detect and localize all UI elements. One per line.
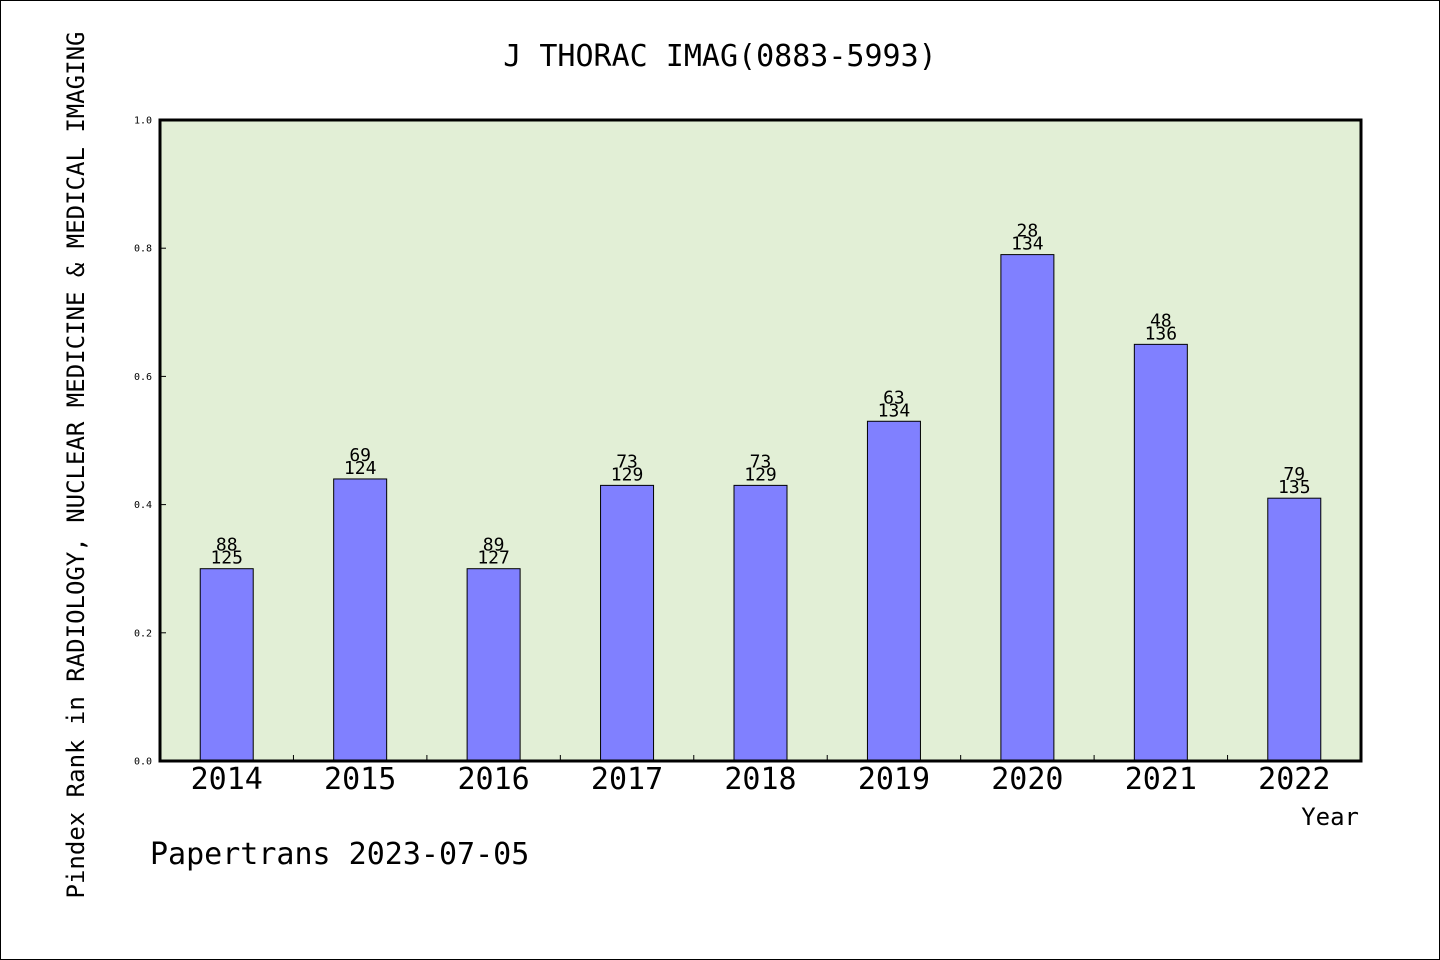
x-tick-label: 2018 (724, 762, 796, 797)
x-tick-label: 2021 (1125, 762, 1197, 797)
y-tick-label: 0.2 (134, 628, 152, 639)
y-tick-label: 0.0 (134, 757, 152, 768)
bars-group: 8812569124891277312973129631342813448136… (199, 221, 1322, 762)
bar-total-label: 136 (1145, 323, 1178, 344)
bar-total-label: 129 (744, 464, 777, 485)
y-tick-label: 0.6 (134, 372, 152, 383)
bar-rank-label: 79 (1283, 464, 1305, 485)
x-axis-label: Year (1301, 803, 1359, 831)
bar-total-label: 134 (878, 400, 911, 421)
footer-text: Papertrans 2023-07-05 (150, 837, 529, 872)
chart-title: J THORAC IMAG(0883-5993) (503, 39, 936, 74)
y-tick-label: 0.4 (134, 500, 152, 511)
bar-rank-label: 88 (216, 535, 238, 556)
bar-2017 (600, 484, 655, 762)
plot-frame (158, 118, 1363, 763)
bar-2015 (333, 478, 388, 762)
x-tick-label: 2015 (324, 762, 396, 797)
bar-rank-label: 63 (883, 387, 905, 408)
y-tick-label: 1.0 (134, 116, 152, 127)
bar-rank-label: 73 (616, 451, 638, 472)
bar-2021 (1133, 343, 1188, 762)
bar-total-label: 135 (1278, 477, 1311, 498)
bar-rank-label: 28 (1017, 221, 1039, 242)
bar-rank-label: 69 (349, 445, 371, 466)
bar-rank-label: 89 (483, 535, 505, 556)
bar-rank-label: 48 (1150, 310, 1172, 331)
bar-2019 (866, 420, 921, 762)
bar-total-label: 125 (210, 548, 243, 569)
x-tick-label: 2014 (191, 762, 263, 797)
bar-total-label: 127 (477, 548, 510, 569)
bar-2022 (1267, 497, 1322, 762)
bar-total-label: 129 (611, 464, 644, 485)
x-tick-label: 2020 (991, 762, 1063, 797)
y-tick-label: 0.8 (134, 244, 152, 255)
bar-rank-label: 73 (750, 451, 772, 472)
y-axis-label: Pindex Rank in RADIOLOGY, NUCLEAR MEDICI… (62, 32, 90, 899)
bar-2016 (466, 568, 521, 762)
bar-2018 (733, 484, 788, 762)
x-tick-label: 2016 (457, 762, 529, 797)
bar-2014 (199, 568, 254, 762)
x-tick-label: 2019 (858, 762, 930, 797)
x-axis: 2014 2015 2016 2017 2018 2019 2020 2021 2022 (191, 755, 1330, 797)
bar-total-label: 134 (1011, 234, 1044, 255)
x-tick-label: 2017 (591, 762, 663, 797)
bar-2020 (1000, 254, 1055, 762)
x-tick-label: 2022 (1258, 762, 1330, 797)
bar-total-label: 124 (344, 458, 377, 479)
